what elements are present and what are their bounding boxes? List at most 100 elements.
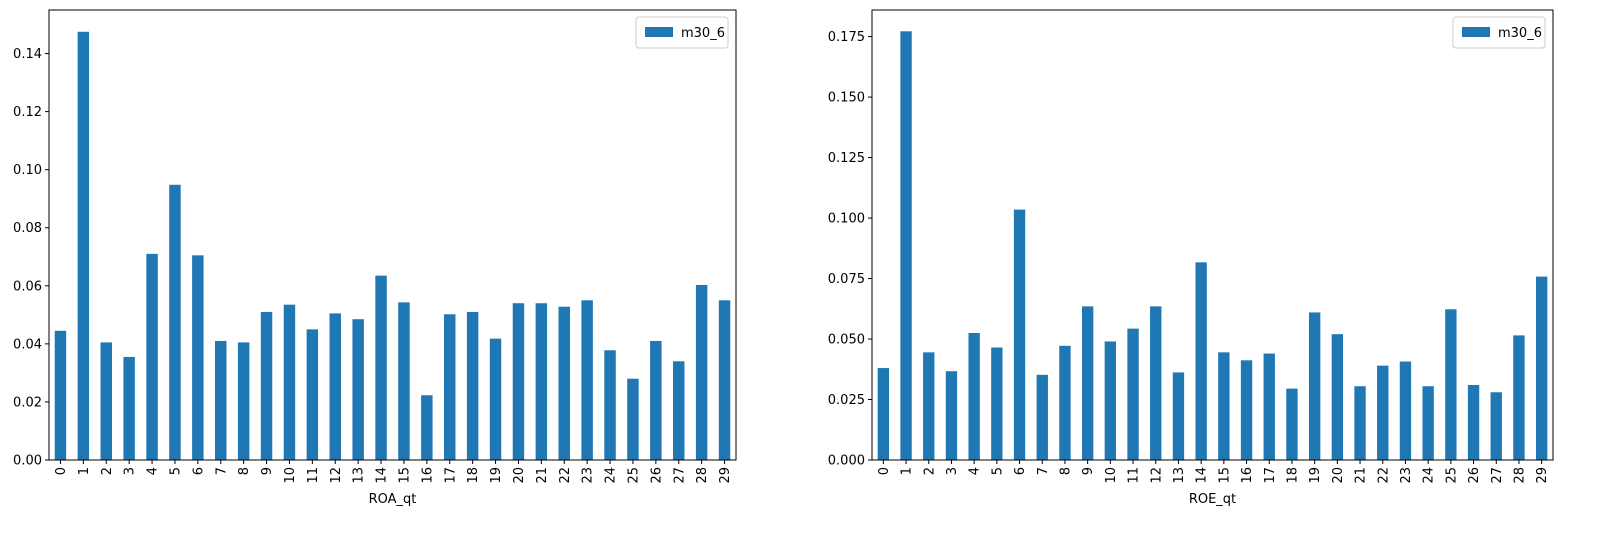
left-chart-ytick-label: 0.02 xyxy=(13,395,42,410)
left-chart-bar-3 xyxy=(123,356,135,460)
left-chart-bar-18 xyxy=(466,311,479,460)
left-chart-ytick-label: 0.00 xyxy=(13,454,42,469)
right-chart-xtick-label: 8 xyxy=(1058,467,1073,475)
left-chart-xtick-label: 5 xyxy=(168,467,183,475)
left-chart-legend-label: m30_6 xyxy=(681,26,725,41)
right-chart-xtick-label: 22 xyxy=(1376,467,1391,484)
right-chart-xtick-label: 1 xyxy=(900,467,915,475)
left-chart-bar-26 xyxy=(650,340,662,460)
right-chart-bar-16 xyxy=(1240,360,1253,460)
left-chart-xtick-label: 0 xyxy=(54,467,69,475)
left-chart-xtick-label: 28 xyxy=(695,467,710,484)
left-chart-ytick-label: 0.14 xyxy=(13,47,42,62)
right-chart-xtick-label: 29 xyxy=(1535,467,1550,484)
left-chart-bar-22 xyxy=(558,306,570,460)
left-chart-bar-19 xyxy=(489,338,502,460)
left-chart-xtick-label: 1 xyxy=(77,467,92,475)
left-chart-bar-11 xyxy=(306,329,319,460)
right-chart-legend-swatch xyxy=(1462,27,1490,37)
left-chart-bar-14 xyxy=(375,275,387,460)
left-chart-xtick-label: 27 xyxy=(672,467,687,484)
left-chart-xtick-label: 19 xyxy=(489,467,504,484)
right-chart-xtick-label: 26 xyxy=(1467,467,1482,484)
left-chart: 0.000.020.040.060.080.100.120.140 1 2 3 4 5 6 7… xyxy=(13,9,737,507)
right-chart-xtick-label: 13 xyxy=(1172,467,1187,484)
left-chart-xtick-label: 2 xyxy=(100,467,115,475)
right-chart-xtick-label: 2 xyxy=(922,467,937,475)
right-chart-bar-6 xyxy=(1013,209,1026,460)
left-chart-xaxis-label: ROA_qt xyxy=(369,492,417,507)
left-chart-ytick-label: 0.06 xyxy=(13,279,42,294)
right-chart-xtick-label: 27 xyxy=(1490,467,1505,484)
left-chart-xtick-label: 3 xyxy=(123,467,138,475)
left-chart-xtick-label: 10 xyxy=(283,467,298,484)
left-chart-xtick-label: 22 xyxy=(558,467,573,484)
right-chart-xtick-label: 7 xyxy=(1036,467,1051,475)
right-chart: 0.000 0.025 0.050 0.075 0.100 0.125 0.150 0.175… xyxy=(828,9,1554,507)
left-chart-xtick-label: 9 xyxy=(260,467,275,475)
left-chart-bar-29 xyxy=(718,300,731,460)
left-chart-bar-20 xyxy=(512,303,525,460)
left-chart-bar-12 xyxy=(329,313,341,460)
right-chart-bar-10 xyxy=(1104,341,1117,460)
right-chart-bar-9 xyxy=(1081,306,1094,460)
right-chart-xtick-label: 24 xyxy=(1422,467,1437,484)
right-chart-bar-1 xyxy=(900,31,912,460)
right-chart-xtick-label: 16 xyxy=(1240,467,1255,484)
right-chart-xtick-label: 25 xyxy=(1444,467,1459,484)
left-chart-plot-frame xyxy=(48,9,737,461)
right-chart-ytick-label: 0.075 xyxy=(828,272,865,287)
left-chart-ytick-label: 0.10 xyxy=(13,163,42,178)
left-chart-bar-17 xyxy=(444,314,456,460)
left-chart-xtick-label: 18 xyxy=(466,467,481,484)
right-chart-ytick-label: 0.150 xyxy=(828,91,865,106)
right-chart-bar-29 xyxy=(1535,276,1548,460)
right-chart-bar-13 xyxy=(1172,372,1185,460)
right-chart-xtick-label: 18 xyxy=(1285,467,1300,484)
right-chart-xtick-label: 23 xyxy=(1399,467,1414,484)
right-chart-bar-0 xyxy=(877,368,890,460)
right-chart-bar-8 xyxy=(1059,345,1071,460)
right-chart-xtick-label: 21 xyxy=(1354,467,1369,484)
left-chart-ytick-label: 0.08 xyxy=(13,221,42,236)
right-chart-xtick-label: 4 xyxy=(968,467,983,475)
right-chart-xtick-label: 10 xyxy=(1104,467,1119,484)
left-chart-ytick-label: 0.12 xyxy=(13,105,42,120)
right-chart-xtick-label: 19 xyxy=(1308,467,1323,484)
left-chart-xtick-label: 12 xyxy=(329,467,344,484)
left-chart-bar-21 xyxy=(535,303,548,460)
left-chart-bar-7 xyxy=(215,340,227,460)
right-chart-legend-box xyxy=(1452,16,1546,49)
left-chart-bar-9 xyxy=(260,311,273,460)
right-chart-bar-14 xyxy=(1195,262,1207,460)
right-chart-xtick-label: 9 xyxy=(1081,467,1096,475)
right-chart-bar-26 xyxy=(1467,385,1480,460)
left-chart-legend-box xyxy=(635,16,729,49)
left-chart-xtick-label: 6 xyxy=(191,467,206,475)
right-chart-bar-11 xyxy=(1127,328,1139,460)
right-chart-bar-19 xyxy=(1308,312,1321,460)
left-chart-bar-24 xyxy=(604,350,616,460)
right-chart-bar-2 xyxy=(923,352,935,460)
right-chart-bar-24 xyxy=(1422,386,1434,460)
left-chart-xtick-label: 26 xyxy=(649,467,664,484)
left-chart-xtick-label: 7 xyxy=(214,467,229,475)
right-chart-xtick-label: 15 xyxy=(1217,467,1232,484)
left-chart-bar-8 xyxy=(237,342,250,460)
right-chart-bar-7 xyxy=(1036,374,1048,460)
left-chart-xtick-label: 13 xyxy=(352,467,367,484)
left-chart-xtick-label: 25 xyxy=(626,467,641,484)
right-chart-bar-21 xyxy=(1354,386,1366,460)
right-chart-bar-28 xyxy=(1513,335,1525,460)
left-chart-xtick-label: 17 xyxy=(443,467,458,484)
left-chart-xtick-label: 15 xyxy=(397,467,412,484)
right-chart-xtick-label: 3 xyxy=(945,467,960,475)
right-chart-ytick-label: 0.100 xyxy=(828,212,865,227)
left-chart-bar-13 xyxy=(352,319,364,460)
left-chart-bar-5 xyxy=(169,184,181,460)
right-chart-xtick-label: 28 xyxy=(1512,467,1527,484)
left-chart-xtick-label: 4 xyxy=(146,467,161,475)
left-chart-bar-10 xyxy=(283,304,296,460)
